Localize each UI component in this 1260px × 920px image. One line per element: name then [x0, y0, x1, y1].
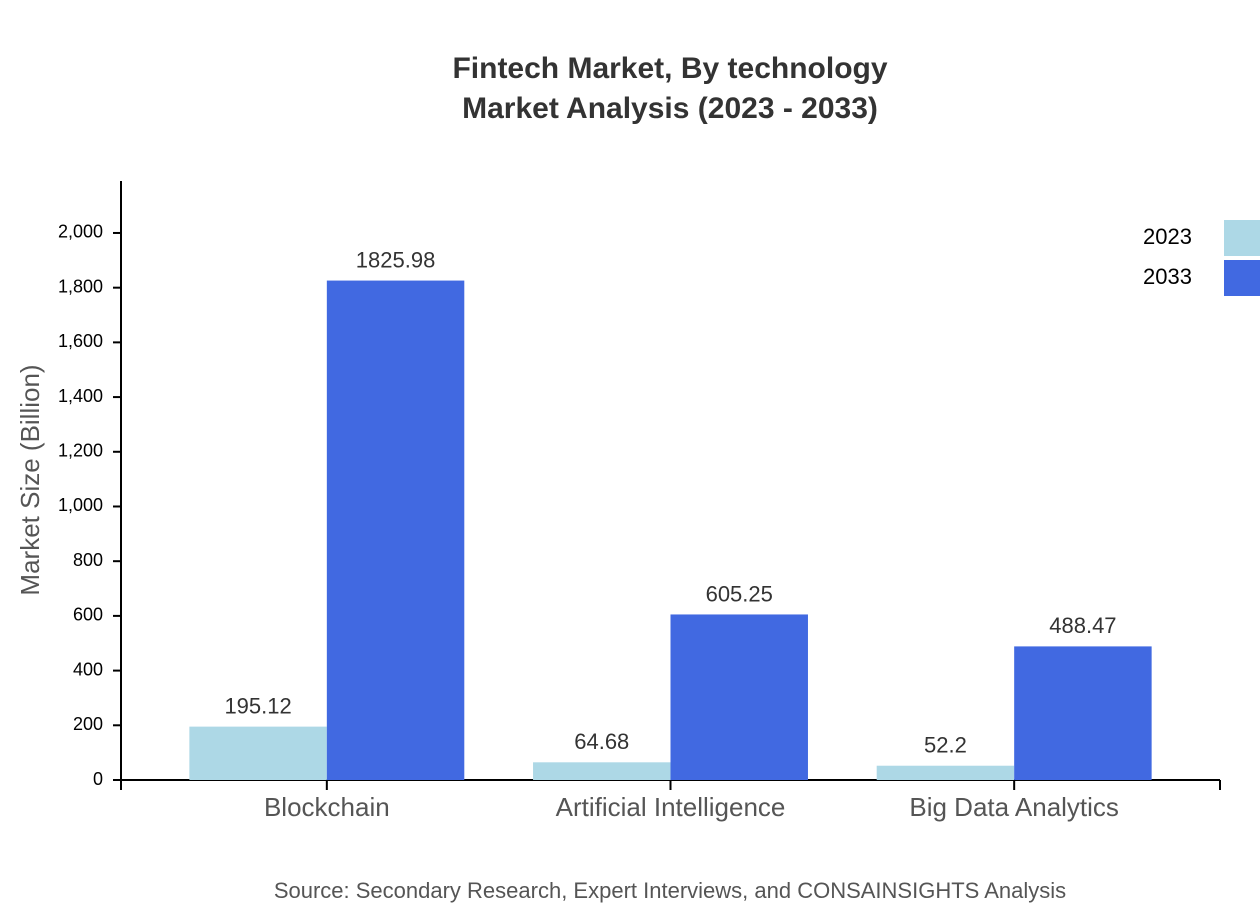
bar	[670, 614, 808, 780]
y-tick-label: 2,000	[58, 222, 103, 242]
chart-title: Fintech Market, By technology	[452, 52, 887, 85]
legend-swatch	[1224, 260, 1260, 296]
value-label: 605.25	[706, 581, 773, 606]
bar	[1014, 646, 1152, 780]
x-tick-label: Artificial Intelligence	[556, 792, 786, 822]
y-tick-label: 600	[73, 605, 103, 625]
y-tick-label: 1,600	[58, 331, 103, 351]
x-tick-label: Big Data Analytics	[909, 792, 1119, 822]
y-tick-label: 1,800	[58, 276, 103, 296]
y-tick-label: 800	[73, 550, 103, 570]
value-label: 64.68	[574, 729, 629, 754]
y-tick-label: 1,400	[58, 386, 103, 406]
value-label: 1825.98	[356, 247, 436, 272]
y-tick-label: 1,200	[58, 441, 103, 461]
value-label: 195.12	[224, 693, 291, 718]
source-note: Source: Secondary Research, Expert Inter…	[274, 878, 1066, 903]
bar	[189, 726, 327, 780]
bar	[876, 765, 1015, 780]
value-label: 488.47	[1049, 613, 1116, 638]
bar	[326, 280, 465, 780]
legend-label: 2023	[1143, 224, 1192, 249]
y-tick-label: 0	[93, 769, 103, 789]
chart-subtitle: Market Analysis (2023 - 2033)	[462, 92, 878, 125]
legend-swatch	[1224, 220, 1260, 256]
y-tick-label: 1,000	[58, 495, 103, 515]
y-tick-label: 400	[73, 659, 103, 679]
bar	[533, 762, 671, 780]
y-axis-label: Market Size (Billion)	[15, 364, 45, 595]
value-label: 52.2	[924, 733, 967, 758]
legend-label: 2033	[1143, 264, 1192, 289]
y-tick-label: 200	[73, 714, 103, 734]
x-tick-label: Blockchain	[264, 792, 390, 822]
